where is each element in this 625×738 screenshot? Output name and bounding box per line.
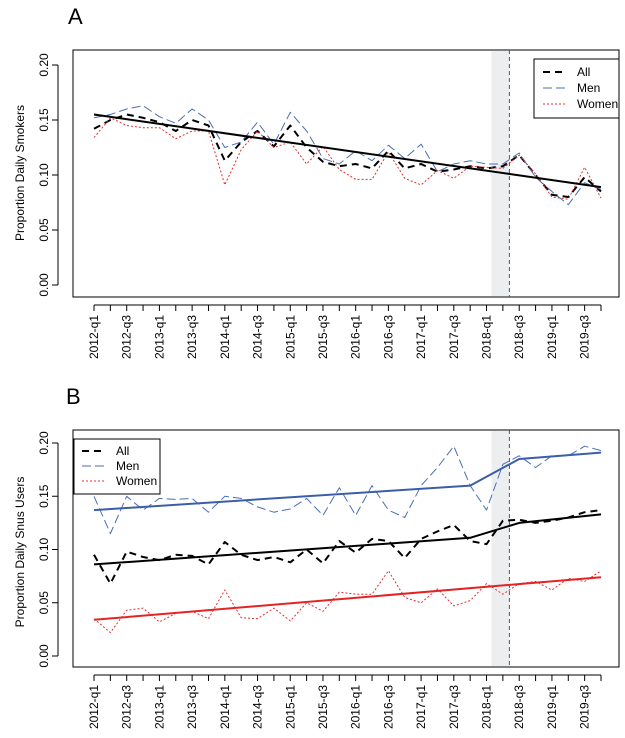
panel-a-y-tick-label: 0.20 <box>37 53 51 77</box>
panel-a-x-tick-label: 2013-q3 <box>185 315 199 359</box>
panel-a-legend-all-label: All <box>577 65 590 79</box>
panel-a-y-tick-label: 0.15 <box>37 108 51 132</box>
panel-b-shaded-region <box>491 431 510 666</box>
panel-a-x-tick-label: 2019-q3 <box>578 315 592 359</box>
panel-a-legend: All Men Women <box>533 58 620 119</box>
panel-b-x-tick-label: 2012-q1 <box>87 685 101 729</box>
panel-b-y-tick-label: 0.15 <box>37 484 51 508</box>
panel-a-x-tick-label: 2016-q3 <box>381 315 395 359</box>
panel-b-x-tick-label: 2015-q3 <box>316 685 330 729</box>
panel-a-legend-women-label: Women <box>577 97 618 111</box>
panel-a-label: A <box>68 4 83 29</box>
panel-a-plot-frame <box>72 49 620 298</box>
panel-a-x-tick-label: 2012-q3 <box>120 315 134 359</box>
panel-a-series-all <box>93 113 602 198</box>
panel-a-x-tick-label: 2012-q1 <box>87 315 101 359</box>
panel-b-x-tick-label: 2014-q3 <box>251 685 265 729</box>
panel-b-y-axis: 0.00 0.05 0.10 0.15 0.20 <box>37 431 59 668</box>
panel-a-legend-men-label: Men <box>577 81 600 95</box>
panel-a-x-tick-label: 2017-q1 <box>414 315 428 359</box>
panel-b-x-tick-label: 2018-q1 <box>480 685 494 729</box>
panel-b-shade-rect <box>491 431 510 666</box>
panel-a-x-tick-label: 2013-q1 <box>152 315 166 359</box>
panel-a-y-axis: 0.00 0.05 0.10 0.15 0.20 <box>37 53 59 297</box>
panel-b-x-tick-label: 2014-q1 <box>218 685 232 729</box>
panel-b-y-tick-label: 0.05 <box>37 591 51 615</box>
panel-a-series-women <box>93 117 602 200</box>
panel-b-x-tick-label: 2013-q1 <box>152 685 166 729</box>
panel-b-x-tick-label: 2018-q3 <box>512 685 526 729</box>
panel-b-x-axis: 2012-q1 2012-q3 2013-q1 2013-q3 2014-q1 2014-… <box>87 674 602 729</box>
panel-b-series-all <box>93 509 602 585</box>
panel-b-x-tick-label: 2016-q3 <box>381 685 395 729</box>
panel-a-x-tick-label: 2019-q1 <box>545 315 559 359</box>
panel-b-series-trend-men <box>93 451 602 512</box>
panel-b: B 0.000.050.100.150.20 2012-q1 2012-q3 201… <box>13 384 620 729</box>
panel-a-series-men <box>93 105 602 206</box>
panel-a-x-axis: 2012-q1 2012-q3 2013-q1 2013-q3 2014-q1 2014-… <box>87 304 602 359</box>
panel-a-x-tick-label: 2018-q1 <box>480 315 494 359</box>
panel-b-legend-men-label: Men <box>116 459 139 473</box>
panel-a-series <box>93 105 602 206</box>
panel-b-legend-women-label: Women <box>116 474 157 488</box>
panel-b-y-axis-title: Proportion Daily Snus Users <box>13 477 27 628</box>
panel-a-y-tick-label: 0.10 <box>37 163 51 187</box>
panel-a-x-tick-label: 2014-q1 <box>218 315 232 359</box>
panel-b-series-trend-women <box>93 576 602 621</box>
panel-a-series-trend <box>93 113 602 189</box>
panel-a-x-tick-label: 2016-q1 <box>349 315 363 359</box>
panel-a-y-tick-label: 0.05 <box>37 218 51 242</box>
panel-b-y-tick-label: 0.10 <box>37 537 51 561</box>
panel-a: A 0.000.050.100.150.20 2012-q1 2012-q3 201… <box>13 4 620 359</box>
panel-b-x-tick-label: 2013-q3 <box>185 685 199 729</box>
panel-b-label: B <box>66 384 81 409</box>
panel-b-x-tick-label: 2016-q1 <box>349 685 363 729</box>
panel-b-series <box>93 445 602 634</box>
panel-b-legend-all-label: All <box>116 444 129 458</box>
panel-b-x-tick-label: 2019-q3 <box>578 685 592 729</box>
panel-b-series-trend-all <box>93 513 602 566</box>
panel-a-y-tick-label: 0.00 <box>37 273 51 297</box>
panel-a-x-tick-label: 2014-q3 <box>251 315 265 359</box>
panel-b-x-tick-label: 2015-q1 <box>283 685 297 729</box>
panel-b-x-tick-label: 2017-q3 <box>447 685 461 729</box>
panel-b-y-tick-label: 0.00 <box>37 644 51 668</box>
panel-a-y-axis-title: Proportion Daily Smokers <box>13 105 27 241</box>
panel-b-series-women <box>93 570 602 634</box>
panel-b-x-tick-label: 2012-q3 <box>120 685 134 729</box>
panel-b-legend: All Men Women <box>73 438 161 495</box>
panel-b-x-tick-label: 2019-q1 <box>545 685 559 729</box>
panel-b-series-men <box>93 445 602 534</box>
panel-a-x-tick-label: 2017-q3 <box>447 315 461 359</box>
panel-b-plot-frame <box>72 429 620 668</box>
panel-a-x-tick-label: 2018-q3 <box>512 315 526 359</box>
panel-a-x-tick-label: 2015-q1 <box>283 315 297 359</box>
panel-a-x-tick-label: 2015-q3 <box>316 315 330 359</box>
panel-b-x-tick-label: 2017-q1 <box>414 685 428 729</box>
panel-b-y-tick-label: 0.20 <box>37 431 51 455</box>
